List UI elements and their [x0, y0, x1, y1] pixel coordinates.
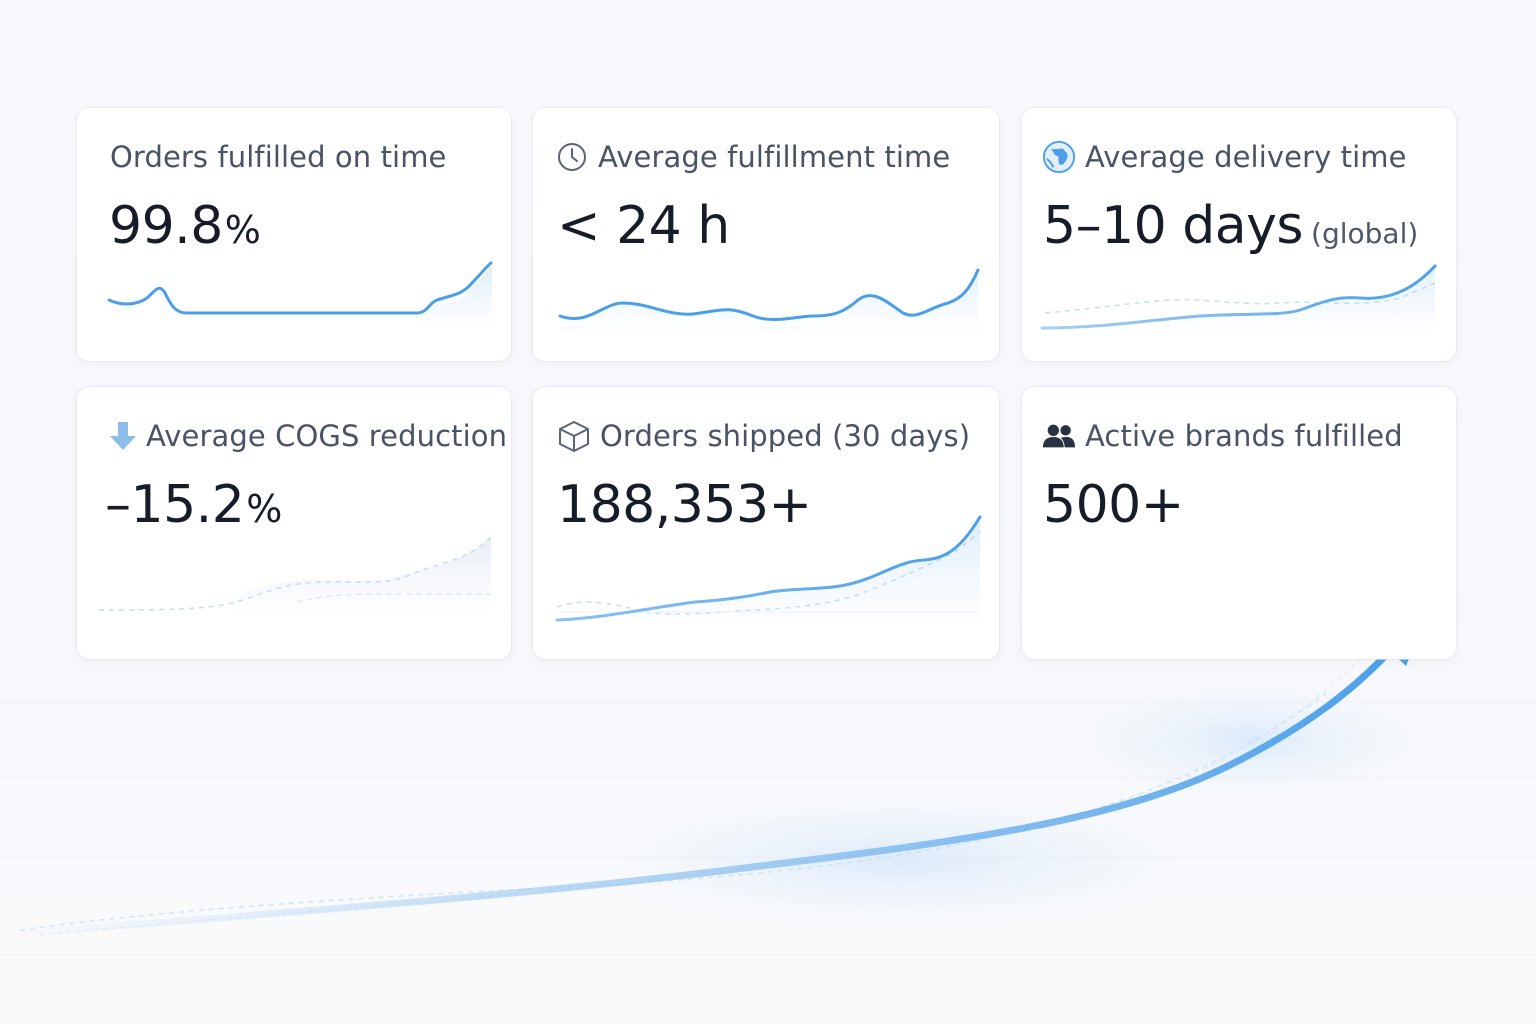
card-title: Orders fulfilled on time	[110, 140, 447, 174]
card-value: 99.8%	[109, 196, 261, 256]
card-title-text: Average delivery time	[1085, 140, 1407, 174]
card-title-text: Orders shipped (30 days)	[600, 419, 971, 453]
metric-card-cogs-reduction: Average COGS reduction –15.2%	[77, 387, 511, 659]
card-title: Average fulfillment time	[555, 140, 950, 174]
clock-icon	[555, 140, 589, 174]
card-title: Active brands fulfilled	[1042, 419, 1403, 453]
globe-icon	[1042, 140, 1076, 174]
value-number: –15.2	[105, 475, 245, 535]
sparkline-line	[1040, 264, 1437, 330]
metric-card-orders-shipped: Orders shipped (30 days) 188,353+	[533, 387, 999, 659]
value-number: 99.8	[109, 196, 223, 256]
value-number: 500+	[1043, 475, 1184, 535]
metric-card-fulfillment-time: Average fulfillment time < 24 h	[533, 108, 999, 361]
sparkline-line	[555, 515, 982, 622]
card-title: Orders shipped (30 days)	[557, 419, 970, 453]
card-value: 500+	[1043, 475, 1184, 535]
card-title: Average COGS reduction	[105, 419, 507, 453]
users-icon	[1042, 419, 1076, 453]
value-suffix: (global)	[1311, 217, 1419, 250]
metric-card-on-time: Orders fulfilled on time 99.8%	[77, 108, 511, 361]
metric-card-active-brands: Active brands fulfilled 500+	[1022, 387, 1456, 659]
sparkline-line	[558, 268, 980, 322]
sparkline	[1040, 264, 1437, 333]
card-value: 5–10 days (global)	[1043, 196, 1418, 256]
card-value: –15.2%	[105, 475, 282, 535]
sparkline	[558, 268, 980, 329]
box-icon	[557, 419, 591, 453]
card-title: Average delivery time	[1042, 140, 1407, 174]
growth-arrow-line	[0, 638, 1402, 939]
card-title-text: Average COGS reduction	[146, 419, 508, 453]
card-title-text: Active brands fulfilled	[1085, 419, 1403, 453]
arrow-down-icon	[105, 419, 141, 453]
value-number: 5–10 days	[1043, 196, 1304, 256]
value-unit: %	[246, 487, 282, 531]
card-value: 188,353+	[557, 475, 812, 535]
card-value: < 24 h	[557, 196, 730, 256]
sparkline	[107, 261, 493, 328]
sparkline	[555, 515, 982, 622]
sparkline	[98, 536, 492, 612]
sparkline-line	[107, 261, 493, 315]
value-number: < 24 h	[557, 196, 730, 256]
card-title-text: Average fulfillment time	[598, 140, 951, 174]
value-unit: %	[224, 208, 261, 252]
card-title-text: Orders fulfilled on time	[110, 140, 447, 174]
metric-card-delivery-time: Average delivery time 5–10 days (global)	[1022, 108, 1456, 361]
value-number: 188,353+	[557, 475, 812, 535]
